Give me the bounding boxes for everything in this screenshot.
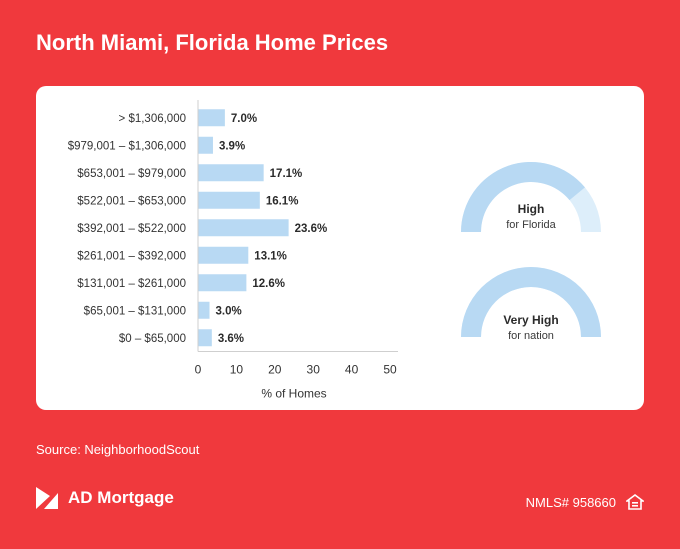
bar [198, 136, 213, 154]
bar-chart: > $1,306,000 7.0% $979,001 – $1,306,000 3.9… [68, 100, 398, 401]
x-tick-label: 50 [383, 363, 397, 377]
bar [198, 191, 260, 209]
category-label: $261,001 – $392,000 [77, 250, 186, 262]
bar-value-label: 13.1% [254, 250, 287, 262]
gauge-fill [461, 267, 601, 337]
category-label: $522,001 – $653,000 [77, 195, 186, 207]
bar-value-label: 12.6% [252, 278, 285, 290]
category-label: $392,001 – $522,000 [77, 223, 186, 235]
x-tick-label: 40 [345, 363, 359, 377]
bar [198, 219, 289, 237]
equal-housing-icon [626, 494, 644, 510]
category-label: $653,001 – $979,000 [77, 168, 186, 180]
brand: AD Mortgage [36, 487, 174, 509]
bar [198, 329, 212, 347]
bar-value-label: 17.1% [270, 168, 303, 180]
category-label: $131,001 – $261,000 [77, 278, 186, 290]
page-title: North Miami, Florida Home Prices [36, 30, 389, 55]
bar [198, 274, 247, 292]
x-tick-label: 0 [195, 363, 202, 377]
gauge-florida: High for Florida [446, 152, 616, 242]
ad-mortgage-logo-icon [36, 487, 58, 509]
gauge-nation-arc [461, 267, 601, 337]
nmls-block: NMLS# 958660 [526, 494, 644, 510]
bar-value-label: 3.6% [218, 333, 244, 345]
bar [198, 246, 249, 264]
gauge-nation: Very High for nation [446, 257, 616, 347]
chart-card: > $1,306,000 7.0% $979,001 – $1,306,000 3.9… [36, 86, 644, 410]
category-label: $65,001 – $131,000 [84, 305, 186, 317]
bar [198, 164, 264, 182]
bar [198, 301, 210, 319]
gauge-florida-label: High [517, 202, 545, 216]
category-label: $979,001 – $1,306,000 [68, 140, 186, 152]
gauge-nation-label: Very High [503, 313, 559, 327]
gauge-florida-arc [461, 162, 601, 232]
category-label: > $1,306,000 [119, 113, 186, 125]
brand-name: AD Mortgage [68, 488, 174, 507]
bar-value-label: 23.6% [295, 223, 328, 235]
bar-value-label: 7.0% [231, 113, 257, 125]
bar [198, 109, 225, 127]
x-tick-label: 20 [268, 363, 282, 377]
bar-value-label: 3.9% [219, 140, 245, 152]
bar-value-label: 3.0% [216, 305, 242, 317]
source-note: Source: NeighborhoodScout [36, 442, 200, 457]
nmls-number: NMLS# 958660 [525, 494, 616, 510]
bar-value-label: 16.1% [266, 195, 299, 207]
category-label: $0 – $65,000 [119, 333, 186, 345]
x-tick-label: 30 [307, 363, 321, 377]
x-tick-label: 10 [230, 363, 244, 377]
gauge-florida-sublabel: for Florida [506, 219, 556, 231]
x-axis-label: % of Homes [261, 387, 326, 401]
gauge-fill [461, 162, 585, 232]
gauge-nation-sublabel: for nation [508, 330, 554, 342]
